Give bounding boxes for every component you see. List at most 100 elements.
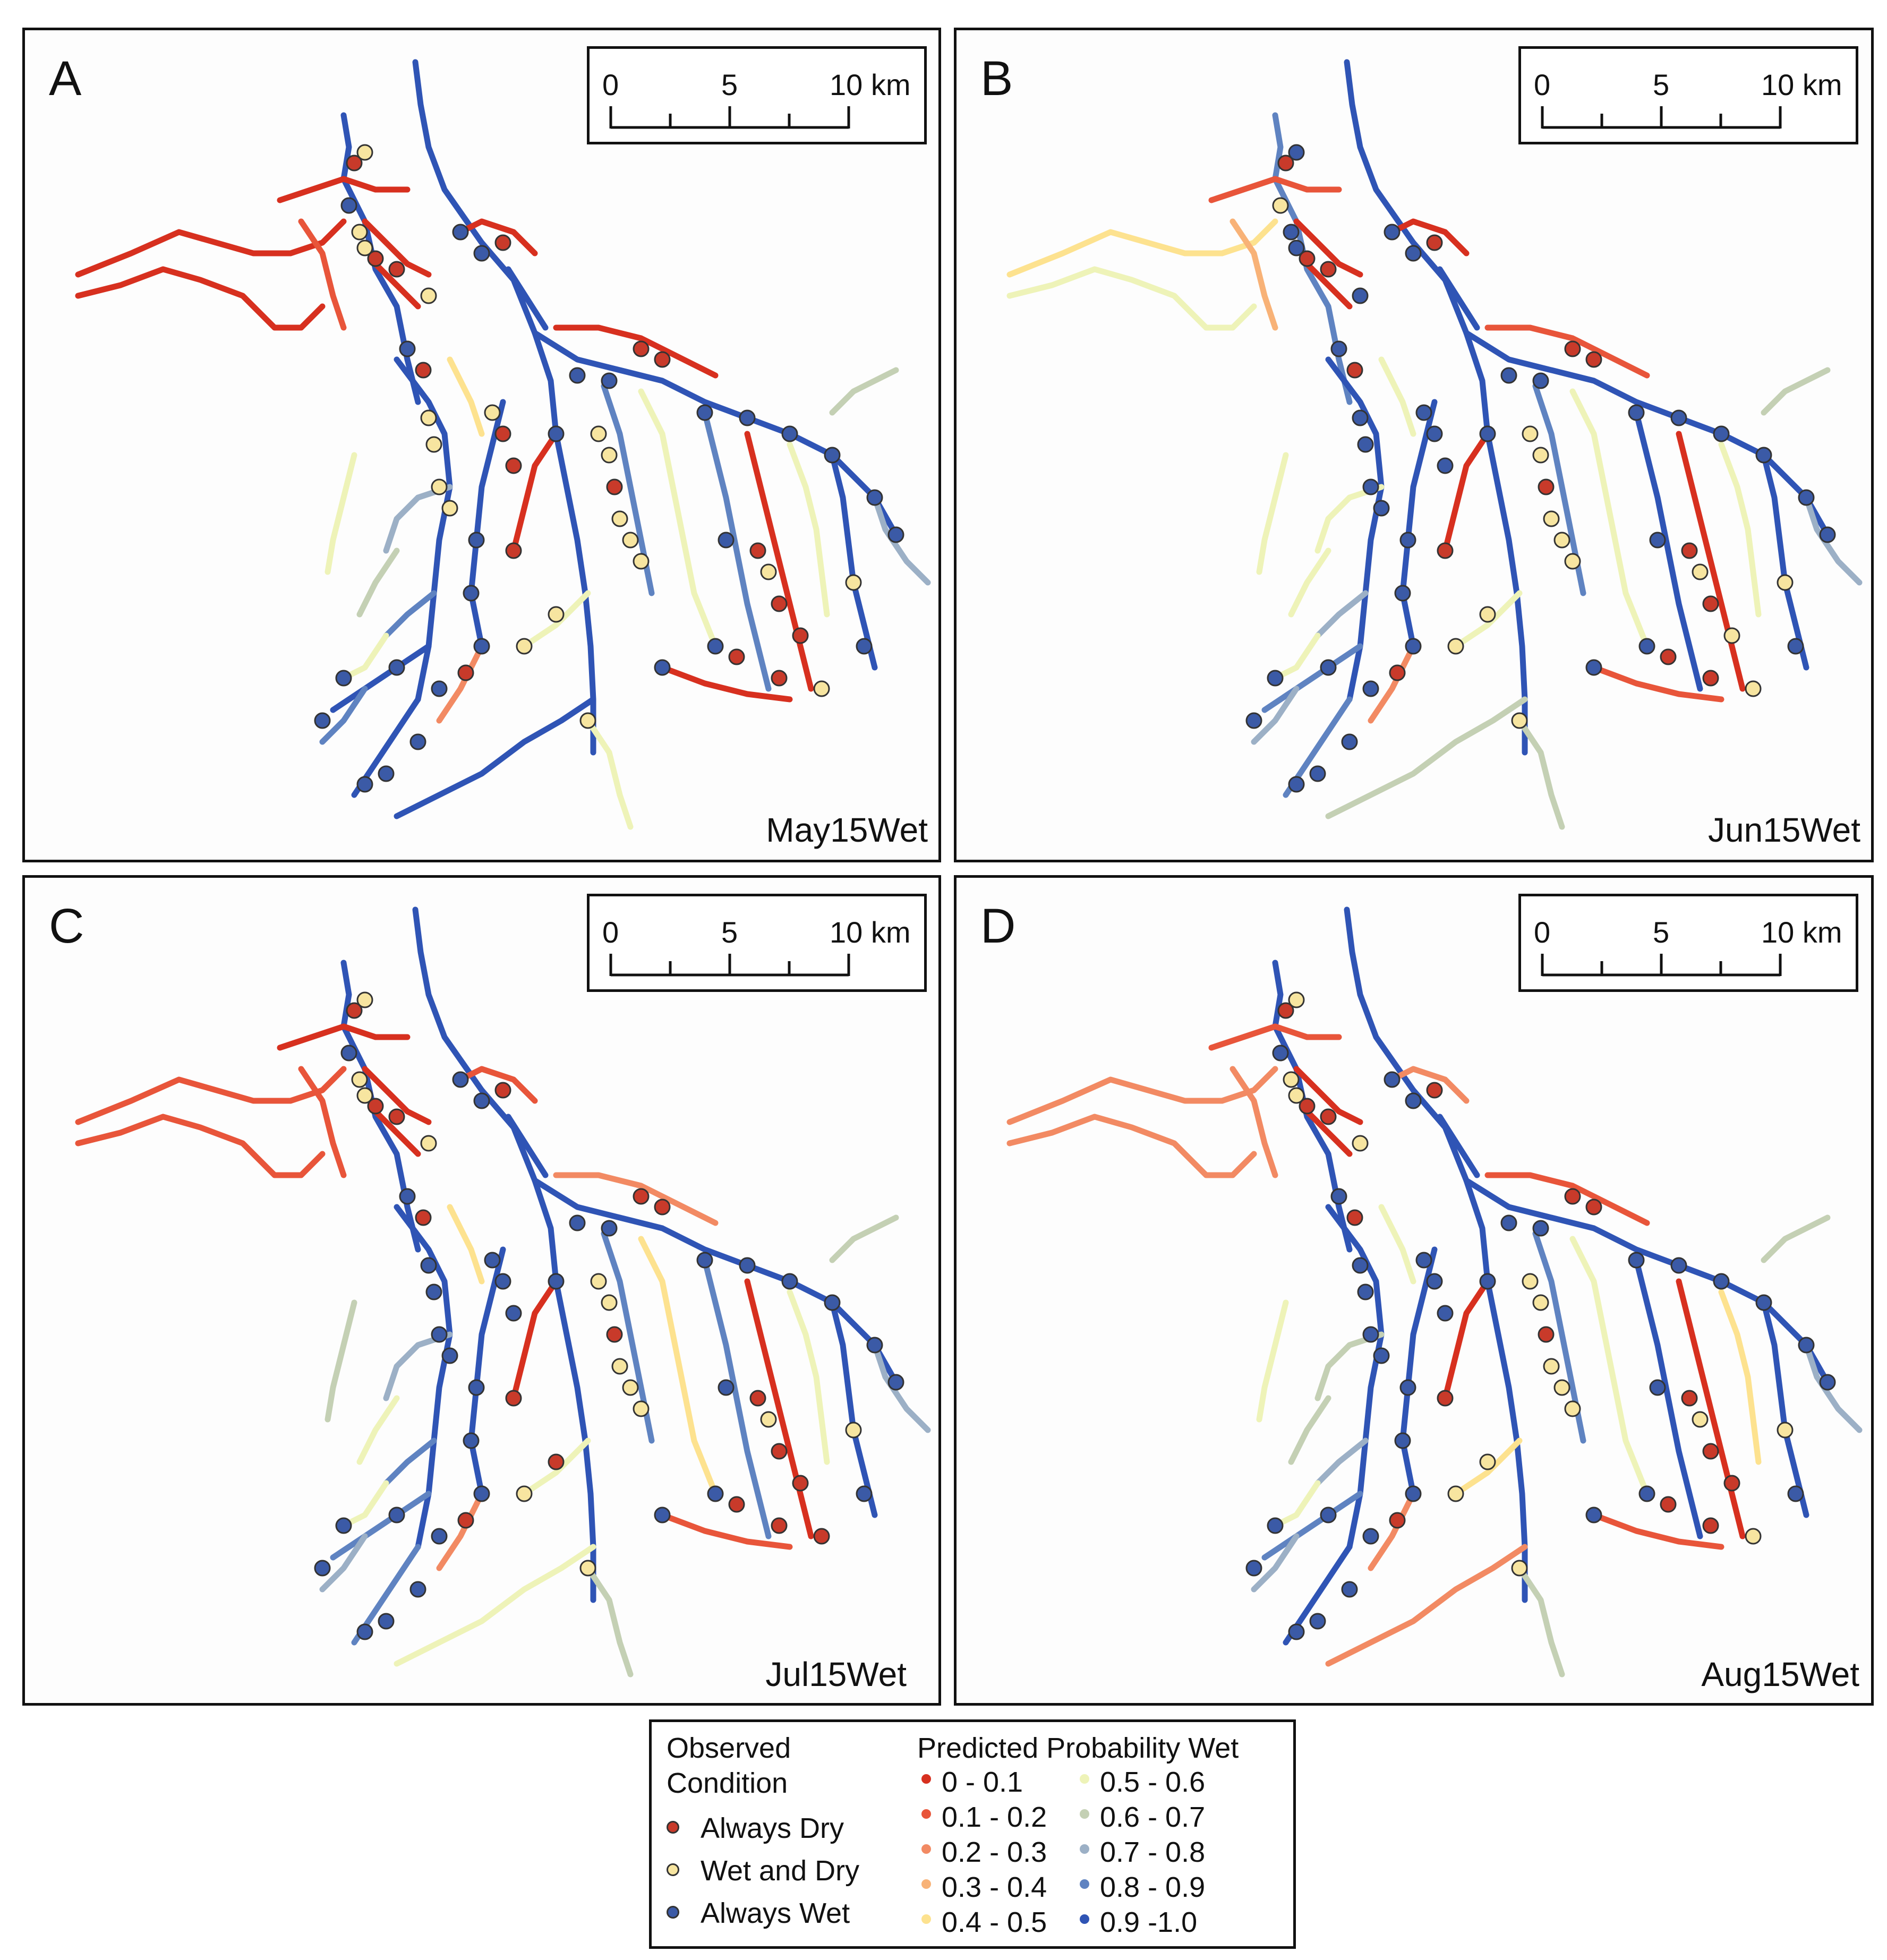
stream-reach	[1389, 1066, 1470, 1104]
stream-reach	[1304, 1108, 1353, 1157]
always-dry-site	[654, 1199, 671, 1216]
wet-and-dry-site	[633, 1400, 650, 1417]
always-wet-site	[1399, 532, 1416, 549]
always-wet-site	[718, 532, 735, 549]
always-wet-site	[431, 1528, 448, 1545]
stream-reach	[356, 547, 400, 618]
map-panel-b: B 0 5 10 km Jun15Wet	[954, 28, 1874, 862]
always-dry-site	[388, 261, 405, 278]
always-wet-site	[654, 659, 671, 676]
always-wet-site	[1532, 372, 1549, 389]
stream-reach	[1633, 409, 1703, 692]
wet-and-dry-site	[1352, 1135, 1369, 1152]
always-dry-site	[1702, 670, 1719, 687]
always-wet-site	[431, 680, 448, 697]
stream-reach	[468, 1246, 506, 1497]
stream-reach	[829, 452, 878, 671]
always-dry-site	[367, 1098, 384, 1115]
scale-label-0: 0	[602, 68, 619, 101]
stream-reach	[340, 1480, 389, 1529]
stream-reach	[372, 1108, 421, 1157]
stream-reach	[1006, 1114, 1257, 1178]
stream-reach	[1208, 1023, 1342, 1051]
always-wet-site	[452, 1071, 469, 1088]
wet-and-dry-site	[1692, 563, 1709, 580]
panel-letter: A	[49, 52, 82, 106]
always-dry-site	[1299, 250, 1316, 267]
wet-and-dry-site	[356, 991, 373, 1008]
class-label: 0.3 - 0.4	[942, 1871, 1047, 1903]
wet-and-dry-site	[356, 1087, 373, 1104]
always-wet-site	[1341, 733, 1358, 750]
stream-reach	[356, 1395, 400, 1465]
stream-reach	[702, 1257, 772, 1539]
stream-reach	[1516, 717, 1565, 830]
stream-reach	[659, 664, 793, 703]
always-wet-site	[1670, 1257, 1687, 1274]
stream-reach	[1368, 1491, 1416, 1571]
stream-reach	[75, 266, 326, 331]
wet-and-dry-site	[579, 1560, 596, 1577]
always-wet-site	[1341, 1581, 1358, 1598]
stream-reach	[362, 1066, 432, 1125]
wet-and-dry-site	[1553, 1379, 1570, 1396]
always-wet-site	[1638, 638, 1655, 655]
always-wet-site	[1628, 1252, 1645, 1269]
always-dry-site	[728, 648, 745, 665]
always-dry-site	[1437, 542, 1454, 559]
stream-reach	[1006, 266, 1257, 331]
stream-reach	[553, 1172, 719, 1226]
always-wet-site	[1272, 1045, 1289, 1062]
stream-reach	[319, 686, 368, 745]
wet-and-dry-site	[813, 680, 830, 697]
stream-reach	[1569, 1236, 1650, 1497]
stream-reach	[1378, 1204, 1416, 1285]
scale-label-10km: 10 km	[1761, 915, 1842, 949]
always-dry-site	[1277, 155, 1294, 172]
stream-reach	[1399, 1246, 1438, 1497]
wet-and-dry-site	[1564, 553, 1581, 570]
always-wet-site	[494, 1273, 511, 1290]
stream-reach	[75, 1114, 326, 1178]
scale-label-5: 5	[721, 68, 738, 101]
stream-reach	[1229, 218, 1278, 331]
always-wet-site	[1309, 765, 1326, 782]
always-wet-site	[473, 245, 490, 262]
always-wet-site	[824, 447, 841, 464]
always-wet-site	[1426, 425, 1443, 442]
stream-reach	[1463, 1177, 1831, 1385]
always-wet-site	[887, 1374, 904, 1391]
wet-and-dry-site	[420, 287, 437, 304]
always-dry-site	[1660, 1496, 1677, 1513]
stream-reach	[412, 906, 596, 1603]
always-dry-site	[505, 1390, 522, 1407]
wet-and-dry-site	[622, 532, 639, 549]
always-dry-site	[1723, 1475, 1740, 1492]
always-dry-site	[813, 1528, 830, 1545]
always-wet-site	[335, 1517, 352, 1534]
stream-reach	[521, 1437, 591, 1497]
scenario-label: Aug15Wet	[1701, 1655, 1859, 1693]
always-wet-site	[1819, 1374, 1836, 1391]
scale-bar: 0 5 10 km	[1518, 46, 1858, 144]
always-dry-site	[1564, 1188, 1581, 1205]
class-swatch	[921, 1879, 931, 1889]
stream-reach	[298, 1066, 347, 1178]
stream-reach	[872, 1342, 931, 1433]
class-label: 0.7 - 0.8	[1100, 1836, 1206, 1868]
stream-reach	[447, 356, 485, 437]
panel-letter: C	[49, 899, 84, 953]
always-wet-site	[739, 1257, 756, 1274]
wet-and-dry-site	[1692, 1411, 1709, 1428]
always-dry-site	[1277, 1002, 1294, 1019]
always-wet-site	[468, 1379, 485, 1396]
always-dry-marker	[667, 1821, 679, 1834]
always-dry-site	[505, 457, 522, 474]
wet-and-dry-site	[1479, 606, 1496, 623]
always-wet-site	[1352, 287, 1369, 304]
legend-observed-title: Condition	[667, 1767, 788, 1799]
stream-reach	[1256, 452, 1289, 575]
always-dry-site	[505, 542, 522, 559]
always-wet-site	[1415, 404, 1432, 421]
legend-predicted-title: Predicted Probability Wet	[917, 1732, 1239, 1764]
